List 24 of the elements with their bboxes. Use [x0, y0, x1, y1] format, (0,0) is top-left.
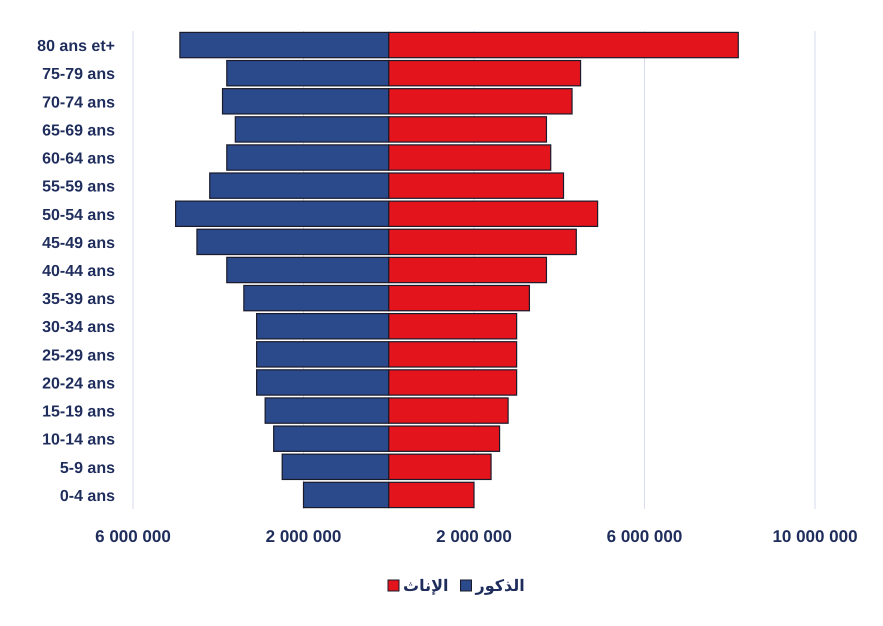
- y-tick-label: 45-49 ans: [42, 234, 116, 252]
- y-tick-label: 10-14 ans: [42, 432, 116, 449]
- y-tick-label: 5-9 ans: [60, 460, 116, 477]
- y-tick-label: 15-19 ans: [42, 404, 116, 421]
- y-tick-label: 75-79 ans: [42, 66, 116, 84]
- y-tick-label: 55-59 ans: [42, 178, 116, 196]
- y-tick-label: 65-69 ans: [42, 122, 116, 140]
- legend-label: الإناث: [403, 578, 448, 595]
- x-tick-label: 2 000 000: [266, 527, 342, 546]
- y-tick-label: 40-44 ans: [42, 263, 116, 280]
- y-tick-label: 20-24 ans: [42, 375, 116, 392]
- x-tick-label: 10 000 000: [772, 527, 858, 546]
- y-tick-label: 30-34 ans: [42, 319, 116, 336]
- y-tick-label: 50-54 ans: [42, 206, 116, 224]
- y-tick-label: 60-64 ans: [42, 150, 116, 168]
- y-tick-label: 25-29 ans: [42, 347, 116, 364]
- x-tick-label: 2 000 000: [436, 527, 512, 546]
- y-tick-label: 35-39 ans: [42, 291, 116, 308]
- y-tick-label: 70-74 ans: [42, 94, 116, 112]
- x-tick-label: 6 000 000: [606, 527, 682, 546]
- y-tick-label: 0-4 ans: [60, 488, 116, 505]
- x-tick-label: 6 000 000: [95, 527, 171, 546]
- legend-label: الذكور: [474, 578, 525, 595]
- y-tick-label: 80 ans et+: [37, 38, 115, 56]
